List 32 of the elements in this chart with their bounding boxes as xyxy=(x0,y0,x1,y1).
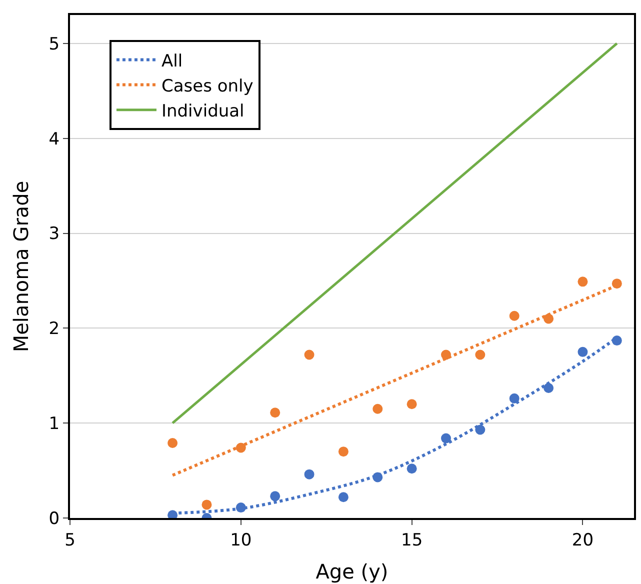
point xyxy=(304,350,314,360)
y-tick-label: 0 xyxy=(48,508,60,529)
y-tick-label: 4 xyxy=(48,129,60,150)
point xyxy=(441,433,451,444)
point xyxy=(338,492,348,502)
point xyxy=(202,500,212,510)
point xyxy=(475,350,486,360)
point xyxy=(578,276,588,287)
point xyxy=(406,399,417,410)
y-tick-label: 1 xyxy=(48,414,60,434)
x-tick-label: 15 xyxy=(401,530,423,550)
point xyxy=(509,310,520,321)
point xyxy=(406,464,417,474)
x-axis-title: Age (y) xyxy=(316,559,388,584)
y-tick-label: 5 xyxy=(48,34,60,54)
x-tick-label: 20 xyxy=(572,530,594,550)
y-tick-label: 2 xyxy=(48,319,60,340)
y-tick-label: 3 xyxy=(48,224,60,244)
x-tick-label: 10 xyxy=(230,530,252,550)
point xyxy=(338,446,348,457)
point xyxy=(509,393,520,404)
legend-label: All xyxy=(161,51,183,72)
point xyxy=(270,491,280,502)
point xyxy=(168,438,178,448)
point xyxy=(372,404,383,414)
point xyxy=(304,469,314,480)
point xyxy=(578,346,588,357)
point xyxy=(270,408,280,418)
y-axis-title: Melanoma Grade xyxy=(8,180,33,352)
legend-label: Cases only xyxy=(161,76,254,96)
legend-label: Individual xyxy=(161,102,244,122)
x-tick-label: 5 xyxy=(64,530,76,550)
